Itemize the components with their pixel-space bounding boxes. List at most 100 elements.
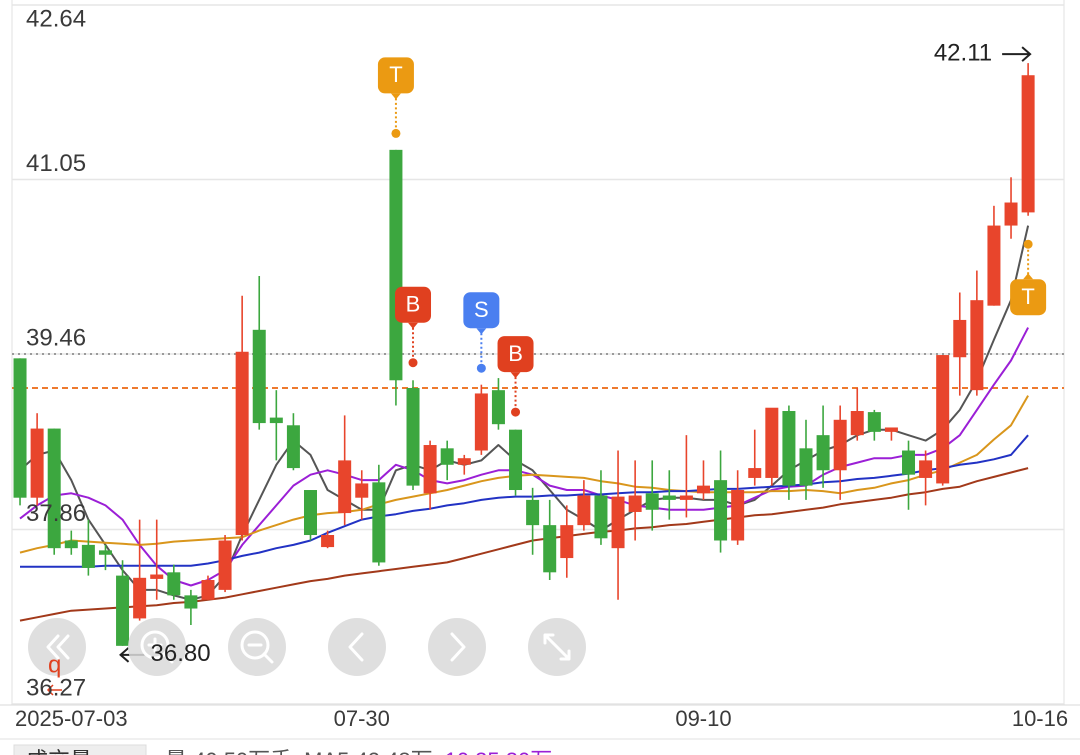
candle-body — [201, 580, 215, 600]
signal-badge — [463, 292, 500, 329]
signal-badge — [497, 336, 534, 373]
x-tick-label: 07-30 — [334, 706, 390, 731]
candle-body — [30, 428, 44, 498]
signal-badge — [1010, 279, 1047, 316]
candle-body — [457, 458, 471, 465]
candle-body — [47, 428, 61, 549]
candle-body — [509, 429, 523, 491]
candle-body — [167, 572, 181, 596]
signal-dot — [1023, 239, 1033, 249]
candle-body — [440, 448, 454, 465]
footer-tab-label: 成交量 — [26, 748, 92, 755]
candle-body — [474, 393, 488, 451]
candle-body — [902, 450, 916, 475]
candle-body — [269, 417, 283, 424]
candle-body — [577, 495, 591, 526]
footer-item: MA5 42.48万 — [304, 748, 432, 755]
signal-pointer — [390, 93, 401, 100]
signal-pointer — [408, 322, 419, 329]
candle-body — [560, 525, 574, 559]
candle-body — [936, 355, 950, 484]
signal-pointer — [510, 372, 521, 379]
candle-body — [884, 427, 898, 432]
candle-body — [953, 319, 967, 358]
candle-body — [286, 425, 300, 469]
candle-body — [321, 535, 335, 548]
candle-body — [645, 493, 659, 510]
candle-body — [338, 460, 352, 514]
candle-body — [218, 540, 232, 590]
signal-label: B — [508, 341, 523, 366]
signal-dot — [476, 363, 486, 373]
candle-body — [611, 496, 625, 549]
candle-body — [1004, 202, 1018, 226]
y-tick-label: 39.46 — [26, 324, 86, 351]
next-button[interactable] — [428, 618, 486, 676]
candle-body — [372, 482, 386, 563]
signal-dot — [408, 358, 418, 368]
candle-body — [987, 225, 1001, 306]
candle-body — [423, 445, 437, 494]
candle-body — [389, 149, 403, 381]
zoom-out-button[interactable] — [228, 618, 286, 676]
scroll-start-button[interactable] — [28, 618, 86, 676]
extreme-arrow — [1002, 46, 1032, 62]
footer-tab — [13, 744, 147, 755]
signal-pointer — [476, 328, 487, 335]
candle-body — [543, 525, 557, 573]
candle-body — [150, 574, 164, 579]
zoom-in-button[interactable] — [128, 618, 186, 676]
candle-body — [116, 575, 130, 646]
signal-pointer — [1023, 273, 1034, 280]
candle-body — [491, 390, 505, 425]
candle-body — [850, 411, 864, 436]
candle-body — [970, 300, 984, 391]
candle-body — [13, 358, 27, 498]
y-tick-label: 37.86 — [26, 500, 86, 527]
x-tick-label: 10-16 — [1012, 706, 1068, 731]
signal-label: S — [474, 297, 489, 322]
signal-label: T — [1021, 284, 1034, 309]
y-tick-label: 42.64 — [26, 5, 86, 32]
cursor-arrow — [46, 684, 62, 696]
candle-body — [252, 329, 266, 424]
extreme-label: 36.80 — [151, 640, 211, 667]
candle-body — [184, 595, 198, 609]
candle-body — [662, 495, 676, 500]
signal-dot — [391, 128, 401, 138]
ma-line — [19, 327, 1029, 587]
footer-item: 10 35.30万 — [445, 748, 553, 755]
candle-body — [235, 351, 249, 536]
candle-body — [696, 485, 710, 494]
candle-body — [1021, 75, 1035, 213]
extreme-label: 42.11 — [934, 40, 992, 67]
candle-body — [919, 460, 933, 478]
x-tick-label: 09-10 — [675, 706, 731, 731]
signal-badge — [377, 57, 414, 94]
candle-body — [594, 495, 608, 539]
candle-body — [628, 495, 642, 512]
signal-label: T — [389, 62, 402, 87]
candle-body — [714, 480, 728, 541]
candle-body — [679, 495, 693, 500]
candle-body — [98, 550, 112, 555]
candle-body — [833, 419, 847, 471]
y-tick-label: 36.27 — [26, 674, 86, 701]
x-tick-label: 2025-07-03 — [15, 706, 128, 731]
toolbar — [28, 618, 586, 676]
candle-body — [64, 540, 78, 549]
candle-body — [355, 483, 369, 498]
prev-button[interactable] — [328, 618, 386, 676]
ma-line — [19, 395, 1029, 554]
footer-item: 量 40.50万手 — [165, 748, 292, 755]
candle-body — [81, 544, 95, 568]
fullscreen-button[interactable] — [528, 618, 586, 676]
candle-body — [731, 490, 745, 541]
cursor-label: q — [48, 651, 61, 678]
candle-body — [748, 468, 762, 478]
signal-label: B — [406, 292, 421, 317]
candle-body — [816, 435, 830, 471]
candle-body — [406, 387, 420, 486]
